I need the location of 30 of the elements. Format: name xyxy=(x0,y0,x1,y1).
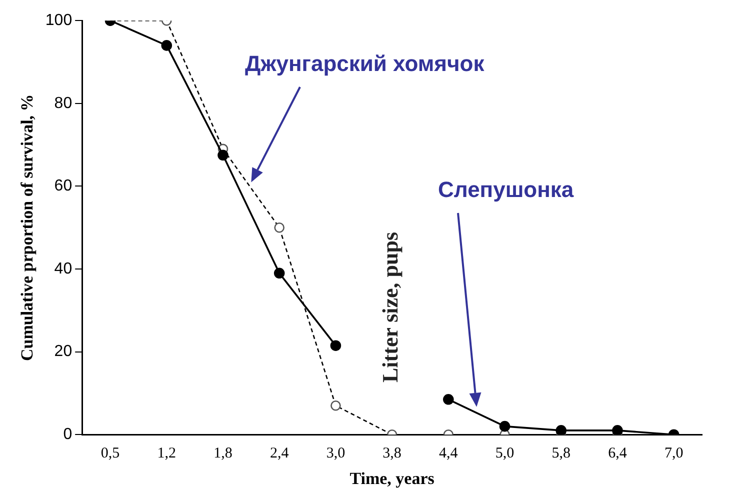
point xyxy=(443,394,454,405)
y-tick-label: 40 xyxy=(54,260,72,278)
point xyxy=(274,268,285,279)
x-tick-label: 3,0 xyxy=(326,446,346,462)
x-tick-label: 1,8 xyxy=(214,446,232,462)
point xyxy=(330,340,342,351)
y-tick-label: 80 xyxy=(54,94,72,112)
annotation: Litter size, pups xyxy=(378,232,403,382)
x-tick-label: 7,0 xyxy=(664,446,684,462)
x-tick-label: 5,0 xyxy=(495,446,514,462)
text: Джунгарский хомячок xyxy=(245,51,486,76)
y-tick-label: 20 xyxy=(54,343,72,360)
y-axis-title: Cumulative prportion of survival, % xyxy=(18,94,37,362)
x-axis-title: Time, years xyxy=(350,469,435,488)
x-tick-label: 1,2 xyxy=(157,446,176,462)
x-tick-label: 3,8 xyxy=(382,446,402,462)
point xyxy=(556,425,567,435)
y-tick-label: 0 xyxy=(63,426,72,444)
x-tick-label: 6,4 xyxy=(608,446,628,462)
x-tick-label: 5,8 xyxy=(552,446,570,462)
x-tick-label: 2,4 xyxy=(270,446,290,462)
x-tick-label: 4,4 xyxy=(439,446,458,462)
text: Слепушонка xyxy=(438,177,574,202)
x-tick-label: 0,5 xyxy=(100,446,120,462)
point xyxy=(499,420,510,432)
point xyxy=(612,425,623,435)
y-tick-label: 60 xyxy=(54,178,72,195)
point xyxy=(218,150,228,161)
point xyxy=(161,40,172,51)
y-tick-label: 100 xyxy=(45,12,72,30)
